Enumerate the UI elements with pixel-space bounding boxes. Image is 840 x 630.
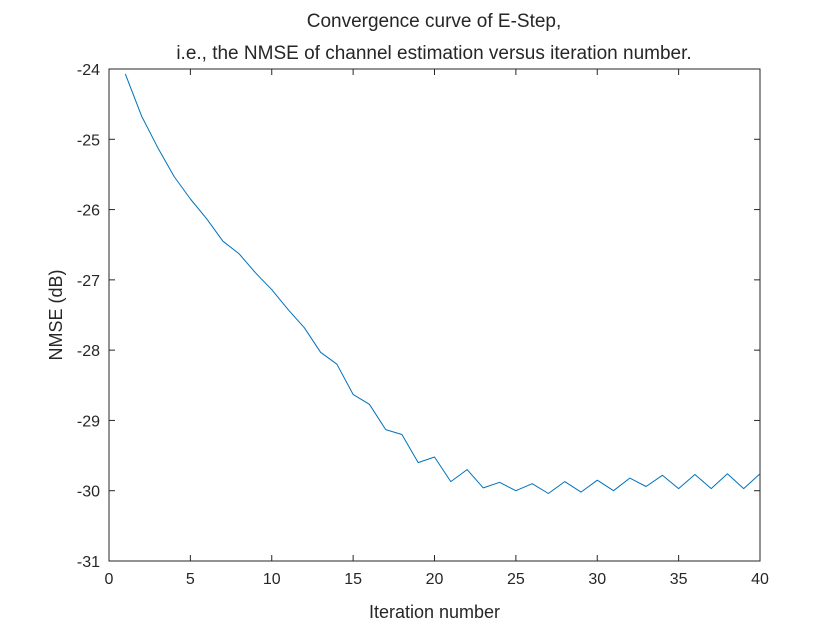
y-axis: -31 -30 -29 -28 -27 -26 -25 -24 xyxy=(77,62,760,571)
x-tick-label: 5 xyxy=(186,571,195,588)
x-tick-label: 10 xyxy=(263,571,281,588)
y-tick-label: -24 xyxy=(77,62,100,79)
chart-title-line-1: Convergence curve of E-Step, xyxy=(307,11,562,32)
y-tick-label: -29 xyxy=(77,413,100,430)
series-layer xyxy=(124,73,761,494)
y-axis-label: NMSE (dB) xyxy=(46,269,66,360)
x-axis-label: Iteration number xyxy=(369,602,500,622)
x-tick-label: 30 xyxy=(588,571,606,588)
y-tick-label: -26 xyxy=(77,203,100,220)
y-tick-label: -31 xyxy=(77,554,100,571)
series-line xyxy=(124,73,761,494)
x-tick-label: 15 xyxy=(344,571,362,588)
x-tick-label: 0 xyxy=(105,571,114,588)
y-tick-label: -27 xyxy=(77,273,100,290)
y-tick-label: -30 xyxy=(77,484,100,501)
x-axis: 0 5 10 15 20 25 30 35 40 xyxy=(105,69,769,588)
plot-area xyxy=(108,68,761,562)
x-tick-label: 35 xyxy=(670,571,688,588)
x-tick-label: 25 xyxy=(507,571,525,588)
y-tick-label: -25 xyxy=(77,132,100,149)
plot-frame xyxy=(108,68,761,562)
x-tick-label: 40 xyxy=(751,571,769,588)
x-tick-label: 20 xyxy=(426,571,444,588)
chart-title-line-2: i.e., the NMSE of channel estimation ver… xyxy=(176,43,691,64)
y-tick-label: -28 xyxy=(77,343,100,360)
